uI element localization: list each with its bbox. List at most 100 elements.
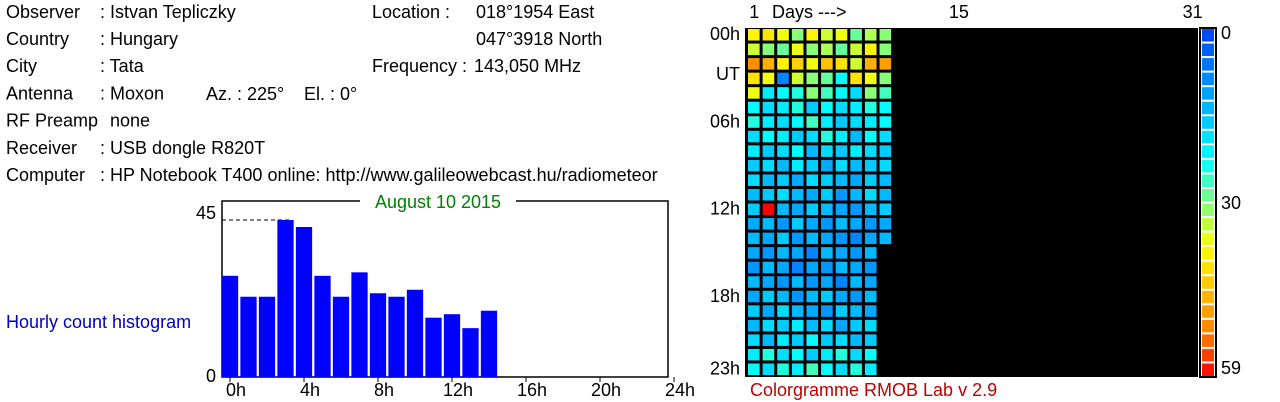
cell (879, 58, 892, 70)
cell (821, 334, 833, 346)
cell (762, 319, 775, 332)
cell (806, 247, 819, 259)
cell (835, 247, 848, 259)
cell (748, 87, 760, 99)
cell (762, 130, 775, 143)
cell (821, 290, 833, 303)
cell (762, 334, 775, 346)
cell (879, 188, 892, 201)
cell (835, 130, 848, 143)
cell (762, 276, 775, 288)
x-tick-label: 16h (517, 380, 547, 400)
cell (864, 58, 877, 70)
cell (864, 159, 877, 172)
cell (791, 305, 804, 317)
x-tick-label: 24h (665, 380, 695, 400)
cell (791, 101, 804, 114)
cell (791, 334, 804, 346)
cell (762, 363, 775, 375)
cell (806, 218, 819, 230)
cell (879, 174, 892, 186)
cell (864, 305, 877, 317)
cell (777, 130, 789, 143)
longitude: 018°1954 East (476, 2, 594, 22)
x-tick-label: 20h (591, 380, 621, 400)
cell (850, 159, 862, 172)
cell (821, 87, 833, 99)
cell (777, 261, 789, 274)
cell (806, 188, 819, 201)
cell (835, 203, 848, 216)
cell (879, 159, 892, 172)
colorbar-segment (1202, 305, 1214, 318)
cell (777, 276, 789, 288)
cell (748, 29, 760, 41)
cell (777, 43, 789, 56)
cell (850, 290, 862, 303)
colorbar-segment (1202, 276, 1214, 289)
colorbar-segment (1202, 261, 1214, 275)
cell (821, 174, 833, 186)
y-tick-label: 06h (710, 111, 740, 131)
colorbar-segment (1202, 87, 1214, 100)
colorbar-segment (1202, 130, 1214, 144)
cell (821, 232, 833, 245)
cell (835, 218, 848, 230)
cell (777, 174, 789, 186)
y-tick-label: 18h (710, 286, 740, 306)
cell (762, 188, 775, 201)
cell (806, 363, 819, 375)
cell (835, 159, 848, 172)
cell (835, 305, 848, 317)
info-value: : Istvan Tepliczky (100, 2, 236, 22)
cell (850, 363, 862, 375)
y-tick-label: 45 (196, 203, 216, 223)
cell (777, 188, 789, 201)
cell (879, 101, 892, 114)
cell (879, 218, 892, 230)
cell (864, 290, 877, 303)
cell (850, 145, 862, 157)
cell (835, 72, 848, 85)
cell (879, 29, 892, 41)
cell (835, 348, 848, 361)
cell (748, 72, 760, 85)
x-tick-label: 31 (1183, 2, 1203, 22)
cell (748, 58, 760, 70)
cell (821, 218, 833, 230)
histogram-title: August 10 2015 (375, 192, 501, 212)
cell (806, 348, 819, 361)
cell (821, 43, 833, 56)
cell (835, 87, 848, 99)
cell (748, 319, 760, 332)
cell (791, 218, 804, 230)
colorbar-segment (1202, 159, 1214, 173)
x-tick-label: 4h (300, 380, 320, 400)
cell (777, 87, 789, 99)
cell (791, 232, 804, 245)
cell (791, 261, 804, 274)
cell (835, 101, 848, 114)
colorbar-segment (1202, 43, 1214, 57)
cell (806, 290, 819, 303)
cell (806, 72, 819, 85)
cell (791, 319, 804, 332)
cell (806, 232, 819, 245)
cell (806, 87, 819, 99)
info-label: Receiver (6, 138, 77, 158)
cell (835, 29, 848, 41)
cell (864, 101, 877, 114)
bar (221, 275, 239, 377)
cell (791, 87, 804, 99)
cell (777, 29, 789, 41)
cell (821, 319, 833, 332)
cell (777, 334, 789, 346)
info-label: Country (6, 29, 69, 49)
histogram-y-label: Hourly count histogram (6, 312, 191, 332)
cell (850, 58, 862, 70)
cell (791, 58, 804, 70)
cell (791, 145, 804, 157)
cell (850, 130, 862, 143)
cell (777, 247, 789, 259)
cell (821, 203, 833, 216)
